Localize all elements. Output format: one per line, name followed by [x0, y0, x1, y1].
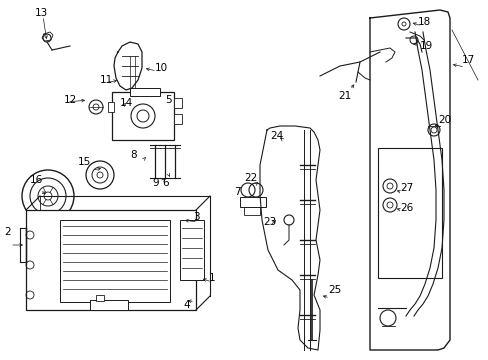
- Bar: [174, 114, 182, 124]
- Text: 5: 5: [164, 95, 171, 105]
- Bar: [174, 98, 182, 108]
- Bar: [240, 197, 265, 207]
- Text: 16: 16: [30, 175, 43, 185]
- Text: 20: 20: [437, 115, 450, 125]
- Text: 25: 25: [327, 285, 341, 295]
- Text: 12: 12: [64, 95, 77, 105]
- Text: 24: 24: [269, 131, 283, 141]
- Text: 9: 9: [152, 178, 158, 188]
- Text: 2: 2: [4, 227, 11, 237]
- Bar: [90, 300, 128, 310]
- Text: 19: 19: [419, 41, 432, 51]
- Text: 6: 6: [162, 178, 168, 188]
- Bar: [108, 102, 114, 112]
- Bar: [180, 220, 203, 280]
- Text: 8: 8: [130, 150, 136, 160]
- Text: 23: 23: [263, 217, 276, 227]
- Text: 11: 11: [100, 75, 113, 85]
- Text: 13: 13: [35, 8, 48, 18]
- Text: 3: 3: [193, 212, 199, 222]
- Bar: [112, 92, 174, 140]
- Text: 18: 18: [417, 17, 430, 27]
- Text: 7: 7: [234, 187, 240, 197]
- Text: 15: 15: [78, 157, 91, 167]
- Bar: [130, 88, 160, 96]
- Text: 17: 17: [461, 55, 474, 65]
- Bar: [377, 148, 441, 278]
- Bar: [60, 220, 170, 302]
- Text: 14: 14: [120, 98, 133, 108]
- Bar: [26, 210, 196, 310]
- Text: 1: 1: [208, 273, 215, 283]
- Text: 4: 4: [183, 300, 189, 310]
- Text: 21: 21: [337, 91, 350, 101]
- Text: 22: 22: [244, 173, 257, 183]
- Text: 27: 27: [399, 183, 412, 193]
- Bar: [244, 207, 260, 215]
- Bar: [96, 295, 104, 301]
- Text: 26: 26: [399, 203, 412, 213]
- Text: 10: 10: [155, 63, 168, 73]
